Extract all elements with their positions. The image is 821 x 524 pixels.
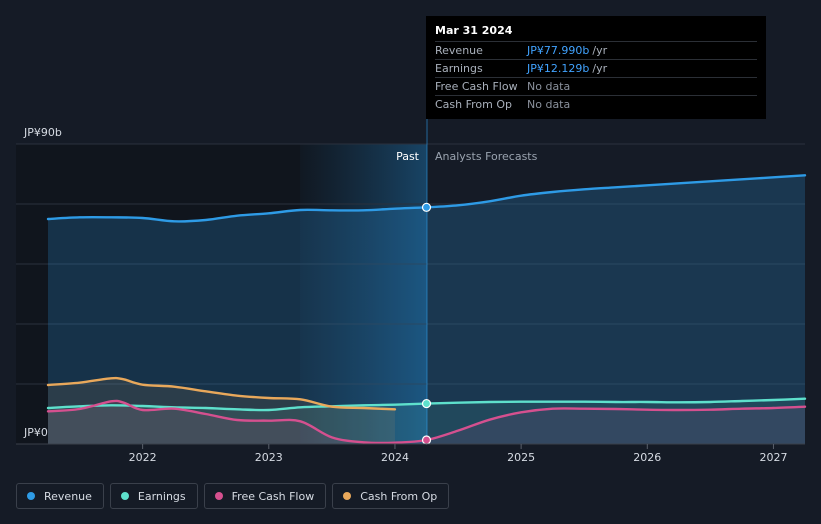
tooltip-row-cash-from-op: Cash From Op No data bbox=[435, 96, 757, 113]
legend-label: Free Cash Flow bbox=[231, 489, 315, 503]
series-area-cash-from-op bbox=[48, 378, 395, 444]
tooltip: Mar 31 2024 Revenue JP¥77.990b /yr Earni… bbox=[426, 16, 766, 119]
x-tick-label: 2023 bbox=[255, 451, 283, 464]
x-tick-label: 2024 bbox=[381, 451, 409, 464]
series-line-free-cash-flow bbox=[46, 399, 807, 445]
tooltip-value: No data bbox=[527, 80, 571, 93]
tooltip-unit: /yr bbox=[592, 62, 608, 75]
tooltip-label: Earnings bbox=[435, 62, 483, 75]
tooltip-label: Revenue bbox=[435, 44, 483, 57]
past-highlight bbox=[300, 144, 427, 444]
legend: Revenue Earnings Free Cash Flow Cash Fro… bbox=[16, 483, 450, 509]
legend-item-earnings[interactable]: Earnings bbox=[109, 483, 198, 509]
past-label: Past bbox=[396, 150, 420, 163]
marker-earnings bbox=[421, 398, 432, 409]
marker-free-cash-flow bbox=[421, 435, 432, 445]
forecast-label: Analysts Forecasts bbox=[435, 150, 538, 163]
legend-label: Cash From Op bbox=[360, 489, 438, 503]
tooltip-label: Cash From Op bbox=[435, 98, 513, 111]
legend-dot-icon bbox=[27, 492, 35, 500]
tooltip-value: JP¥12.129b bbox=[527, 62, 590, 75]
legend-dot-icon bbox=[343, 492, 352, 500]
legend-dot-icon bbox=[120, 492, 129, 500]
x-tick-label: 2027 bbox=[759, 451, 787, 464]
legend-item-free-cash-flow[interactable]: Free Cash Flow bbox=[203, 483, 327, 509]
legend-label: Earnings bbox=[137, 489, 186, 503]
tooltip-value: JP¥77.990b bbox=[527, 44, 590, 57]
tooltip-value: No data bbox=[527, 98, 571, 111]
x-tick-label: 2025 bbox=[507, 451, 535, 464]
series-line-cash-from-op bbox=[46, 376, 397, 411]
gridlines bbox=[16, 143, 805, 385]
y-axis-bottom-label: JP¥0 bbox=[23, 426, 48, 439]
tooltip-label: Free Cash Flow bbox=[435, 80, 518, 93]
tooltip-row-revenue: Revenue JP¥77.990b /yr bbox=[435, 42, 757, 60]
legend-item-revenue[interactable]: Revenue bbox=[16, 483, 104, 509]
series-area-free-cash-flow bbox=[48, 400, 805, 444]
x-tick-label: 2022 bbox=[129, 451, 157, 464]
tooltip-row-free-cash-flow: Free Cash Flow No data bbox=[435, 78, 757, 96]
y-axis-top-label: JP¥90b bbox=[23, 126, 62, 139]
x-tick-label: 2026 bbox=[633, 451, 661, 464]
tooltip-date: Mar 31 2024 bbox=[435, 23, 757, 42]
x-axis-ticks: 2022 2023 2024 2025 2026 2027 bbox=[129, 444, 787, 464]
legend-label: Revenue bbox=[44, 489, 92, 503]
legend-item-cash-from-op[interactable]: Cash From Op bbox=[332, 483, 450, 509]
marker-revenue bbox=[421, 202, 432, 212]
tooltip-unit: /yr bbox=[592, 44, 608, 57]
tooltip-row-earnings: Earnings JP¥12.129b /yr bbox=[435, 60, 757, 78]
legend-dot-icon bbox=[214, 492, 223, 500]
